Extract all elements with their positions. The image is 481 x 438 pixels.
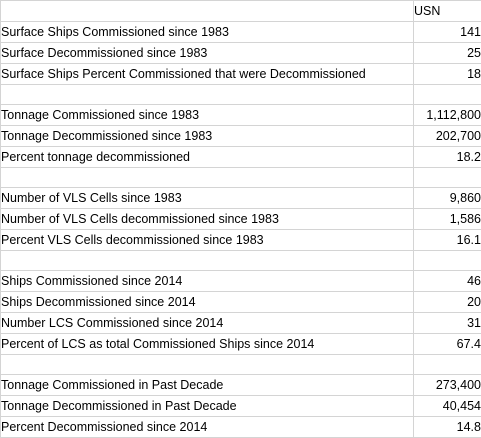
- table-row: Percent tonnage decommissioned 18.2: [1, 147, 481, 168]
- label-cell[interactable]: Surface Ships Percent Commissioned that …: [1, 64, 414, 85]
- table-row: Ships Decommissioned since 2014 20: [1, 292, 481, 313]
- table-row: Tonnage Decommissioned in Past Decade 40…: [1, 396, 481, 417]
- empty-row: [1, 355, 481, 375]
- value-cell[interactable]: 14.8: [414, 417, 481, 438]
- label-cell[interactable]: Tonnage Decommissioned since 1983: [1, 126, 414, 147]
- table-row: Number LCS Commissioned since 2014 31: [1, 313, 481, 334]
- label-cell[interactable]: Tonnage Commissioned since 1983: [1, 105, 414, 126]
- value-cell[interactable]: 18: [414, 64, 481, 85]
- table-row: Percent Decommissioned since 2014 14.8: [1, 417, 481, 438]
- table-row: Tonnage Commissioned in Past Decade 273,…: [1, 375, 481, 396]
- value-cell[interactable]: 25: [414, 43, 481, 64]
- value-cell[interactable]: 202,700: [414, 126, 481, 147]
- label-cell[interactable]: Number LCS Commissioned since 2014: [1, 313, 414, 334]
- header-label-cell[interactable]: [1, 1, 414, 22]
- label-cell[interactable]: Number of VLS Cells decommissioned since…: [1, 209, 414, 230]
- table-row: Surface Ships Commissioned since 1983 14…: [1, 22, 481, 43]
- table-row: Tonnage Decommissioned since 1983 202,70…: [1, 126, 481, 147]
- value-cell[interactable]: 67.4: [414, 334, 481, 355]
- label-cell[interactable]: Percent of LCS as total Commissioned Shi…: [1, 334, 414, 355]
- value-cell[interactable]: 273,400: [414, 375, 481, 396]
- table-row: Number of VLS Cells decommissioned since…: [1, 209, 481, 230]
- header-usn-cell[interactable]: USN: [414, 1, 481, 22]
- empty-cell[interactable]: [1, 168, 414, 188]
- value-cell[interactable]: 46: [414, 271, 481, 292]
- empty-cell[interactable]: [1, 85, 414, 105]
- label-cell[interactable]: Percent Decommissioned since 2014: [1, 417, 414, 438]
- empty-row: [1, 251, 481, 271]
- value-cell[interactable]: 9,860: [414, 188, 481, 209]
- spreadsheet: USN Surface Ships Commissioned since 198…: [0, 0, 481, 424]
- value-cell[interactable]: 18.2: [414, 147, 481, 168]
- value-cell[interactable]: 16.1: [414, 230, 481, 251]
- value-cell[interactable]: 31: [414, 313, 481, 334]
- empty-row: [1, 168, 481, 188]
- label-cell[interactable]: Surface Ships Commissioned since 1983: [1, 22, 414, 43]
- value-cell[interactable]: 40,454: [414, 396, 481, 417]
- empty-cell[interactable]: [1, 251, 414, 271]
- table-row: Ships Commissioned since 2014 46: [1, 271, 481, 292]
- label-cell[interactable]: Ships Commissioned since 2014: [1, 271, 414, 292]
- empty-cell[interactable]: [414, 355, 481, 375]
- empty-cell[interactable]: [414, 85, 481, 105]
- empty-row: [1, 85, 481, 105]
- label-cell[interactable]: Tonnage Decommissioned in Past Decade: [1, 396, 414, 417]
- value-cell[interactable]: 141: [414, 22, 481, 43]
- value-cell[interactable]: 20: [414, 292, 481, 313]
- value-cell[interactable]: 1,586: [414, 209, 481, 230]
- label-cell[interactable]: Surface Decommissioned since 1983: [1, 43, 414, 64]
- label-cell[interactable]: Tonnage Commissioned in Past Decade: [1, 375, 414, 396]
- empty-cell[interactable]: [414, 251, 481, 271]
- table-row: Number of VLS Cells since 1983 9,860: [1, 188, 481, 209]
- empty-cell[interactable]: [1, 355, 414, 375]
- label-cell[interactable]: Percent VLS Cells decommissioned since 1…: [1, 230, 414, 251]
- table-row: Percent VLS Cells decommissioned since 1…: [1, 230, 481, 251]
- label-cell[interactable]: Percent tonnage decommissioned: [1, 147, 414, 168]
- label-cell[interactable]: Number of VLS Cells since 1983: [1, 188, 414, 209]
- table-row: Surface Ships Percent Commissioned that …: [1, 64, 481, 85]
- label-cell[interactable]: Ships Decommissioned since 2014: [1, 292, 414, 313]
- table-row: Tonnage Commissioned since 1983 1,112,80…: [1, 105, 481, 126]
- table-row: Surface Decommissioned since 1983 25: [1, 43, 481, 64]
- header-row: USN: [1, 1, 481, 22]
- empty-cell[interactable]: [414, 168, 481, 188]
- value-cell[interactable]: 1,112,800: [414, 105, 481, 126]
- table-row: Percent of LCS as total Commissioned Shi…: [1, 334, 481, 355]
